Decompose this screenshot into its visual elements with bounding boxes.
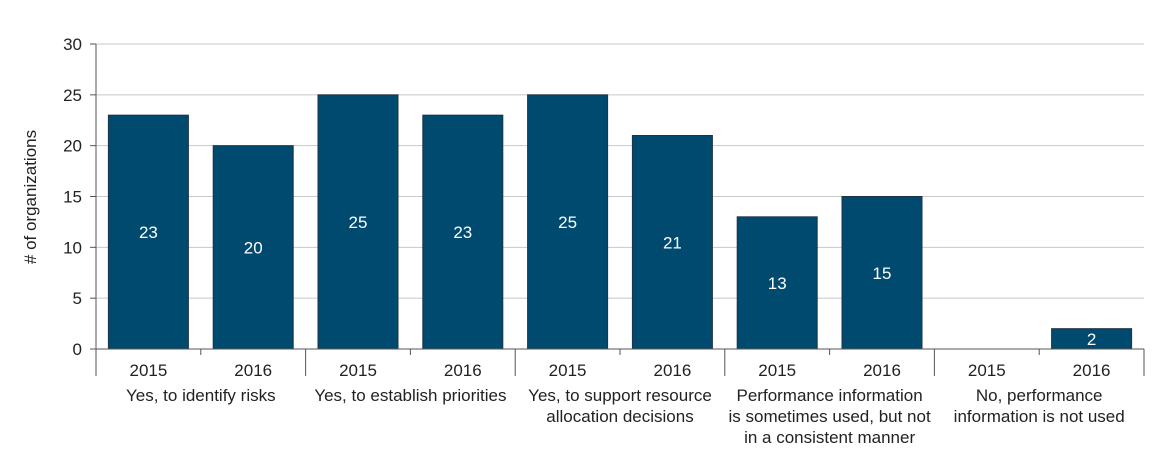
bars: 23 20 25 23 25 21 13 15 2 <box>107 94 1133 350</box>
data-label: 23 <box>139 223 158 242</box>
year-label: 2016 <box>234 361 272 380</box>
year-label: 2016 <box>863 361 901 380</box>
bar <box>631 135 713 350</box>
year-label: 2015 <box>968 361 1006 380</box>
data-label: 25 <box>349 213 368 232</box>
category-label: Yes, to establish priorities <box>314 386 506 405</box>
data-label: 23 <box>453 223 472 242</box>
bar <box>841 196 923 350</box>
category-label: No, performance <box>976 386 1103 405</box>
bar <box>212 145 294 350</box>
y-tick-label: 25 <box>63 86 82 105</box>
data-label: 2 <box>1087 330 1096 349</box>
y-tick-label: 15 <box>63 188 82 207</box>
year-label: 2016 <box>444 361 482 380</box>
data-label: 15 <box>873 264 892 283</box>
data-label: 21 <box>663 233 682 252</box>
category-label: in a consistent manner <box>744 428 915 447</box>
y-tick-label: 30 <box>63 35 82 54</box>
bar <box>527 94 609 350</box>
year-label: 2016 <box>653 361 691 380</box>
category-label: Yes, to identify risks <box>126 386 276 405</box>
y-tick-label: 5 <box>73 289 82 308</box>
category-label: is sometimes used, but not <box>728 407 930 426</box>
y-tick-label: 20 <box>63 137 82 156</box>
x-labels: 2015 2016 Yes, to identify risks 2015 2016 Ye… <box>126 361 1125 447</box>
category-label: allocation decisions <box>546 407 693 426</box>
bar <box>422 114 504 350</box>
bar <box>317 94 399 350</box>
axes <box>90 43 1145 376</box>
category-label: Yes, to support resource <box>528 386 712 405</box>
data-label: 20 <box>244 238 263 257</box>
year-label: 2015 <box>129 361 167 380</box>
year-label: 2015 <box>549 361 587 380</box>
bar <box>736 216 818 350</box>
year-label: 2015 <box>758 361 796 380</box>
year-label: 2016 <box>1073 361 1111 380</box>
category-label: information is not used <box>954 407 1125 426</box>
category-label: Performance information <box>737 386 923 405</box>
y-axis-label: # of organizations <box>21 130 40 264</box>
year-label: 2015 <box>339 361 377 380</box>
y-tick-label: 0 <box>73 340 82 359</box>
y-tick-label: 10 <box>63 238 82 257</box>
data-label: 13 <box>768 274 787 293</box>
data-label: 25 <box>558 213 577 232</box>
y-tick-labels: 0 5 10 15 20 25 30 <box>63 35 82 359</box>
